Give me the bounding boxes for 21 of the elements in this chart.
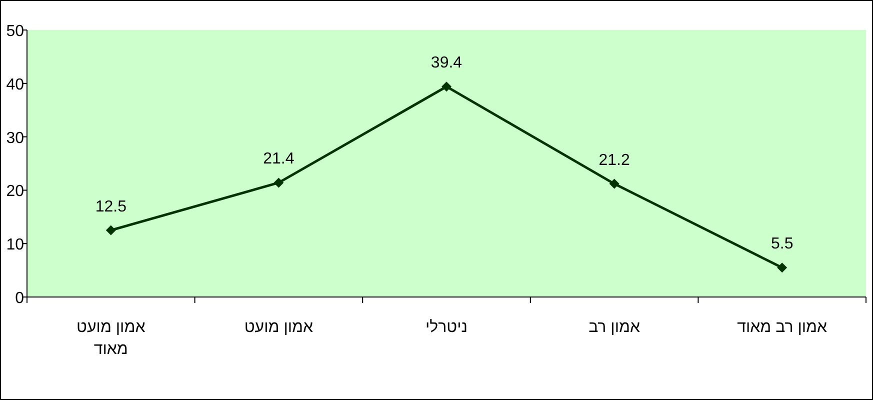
data-label: 21.4 [263, 150, 294, 168]
x-tick-label: ניטרלי [425, 318, 468, 336]
y-tick-label: 40 [6, 76, 24, 94]
y-tick-label: 50 [6, 23, 24, 40]
point [274, 178, 284, 188]
data-label: 5.5 [770, 236, 794, 253]
x-tick-label: אמון מועט מאוד [76, 319, 146, 358]
point [777, 262, 788, 273]
data-label: 12.5 [95, 198, 127, 216]
y-tick-label: 20 [6, 183, 24, 200]
data-label: 39.4 [430, 54, 462, 72]
y-tick-label: 30 [6, 130, 24, 147]
data-label: 21.2 [598, 152, 630, 169]
x-tick-label: אמון רב מאוד [737, 319, 828, 336]
point [609, 178, 620, 189]
point [106, 225, 116, 236]
y-tick-label: 0 [15, 290, 24, 307]
x-tick-label: אמון מועט [244, 319, 314, 336]
x-tick-label: אמון רב [588, 319, 640, 336]
point [442, 82, 452, 92]
y-tick-label: 10 [6, 236, 24, 254]
